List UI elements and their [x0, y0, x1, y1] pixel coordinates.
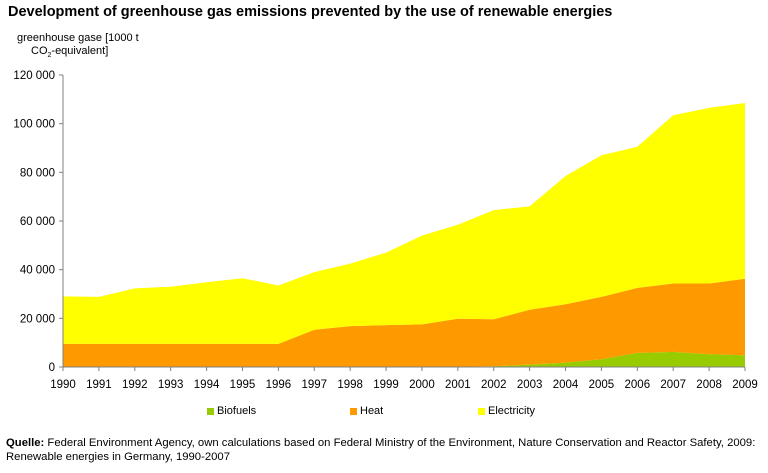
area-heat	[63, 278, 745, 367]
x-tick-label: 2004	[553, 379, 579, 391]
x-tick-label: 1992	[122, 379, 148, 391]
y-axis-label-co: CO	[31, 45, 48, 57]
legend-item-electricity: Electricity	[478, 405, 535, 417]
y-tick-label: 60 000	[20, 216, 55, 228]
x-tick-label: 1999	[373, 379, 399, 391]
x-tick-label: 2007	[660, 379, 686, 391]
area-electricity	[63, 103, 745, 344]
x-tick-label: 1997	[301, 379, 327, 391]
x-tick-label: 1998	[337, 379, 363, 391]
legend-swatch-electricity	[478, 407, 485, 415]
x-tick-label: 1995	[230, 379, 256, 391]
legend-label-biofuels: Biofuels	[217, 405, 257, 417]
x-tick-label: 1990	[50, 379, 76, 391]
stacked-area-chart: 0 20 000 40 000 60 000 80 000 100 000 120 000 1…	[13, 70, 757, 391]
legend-label-electricity: Electricity	[488, 405, 536, 417]
y-axis-label-line1: greenhouse gase [1000 t	[17, 32, 139, 44]
x-tick-label: 2003	[517, 379, 543, 391]
chart-title: Development of greenhouse gas emissions …	[8, 4, 613, 20]
y-tick-label: 120 000	[13, 70, 55, 82]
y-tick-label: 40 000	[20, 265, 55, 277]
x-tick-label: 2008	[696, 379, 722, 391]
x-tick-label: 2000	[409, 379, 435, 391]
source-label: Quelle:	[6, 437, 45, 449]
legend-swatch-biofuels	[207, 407, 214, 415]
y-axis-label-suffix: -equivalent]	[51, 45, 109, 57]
y-axis-label: greenhouse gase [1000 t CO2-equivalent]	[17, 32, 139, 62]
legend-label-heat: Heat	[360, 405, 384, 417]
x-tick-label: 2002	[481, 379, 507, 391]
x-tick-label: 2001	[445, 379, 471, 391]
legend-item-biofuels: Biofuels	[207, 405, 256, 417]
area-biofuels	[63, 351, 745, 367]
area-layer	[63, 103, 745, 367]
axes-layer: 0 20 000 40 000 60 000 80 000 100 000 120 000 1…	[13, 70, 757, 391]
legend-item-heat: Heat	[350, 405, 383, 417]
y-tick-label: 80 000	[20, 167, 55, 179]
y-axis-label-line2: CO2-equivalent]	[17, 45, 139, 62]
x-tick-label: 1991	[86, 379, 112, 391]
x-tick-label: 2009	[732, 379, 758, 391]
x-tick-label: 1994	[194, 379, 220, 391]
y-axis-label-subscript: 2	[47, 52, 52, 60]
y-tick-label: 100 000	[13, 119, 55, 131]
source-note: Quelle: Federal Environment Agency, own …	[6, 436, 756, 464]
x-tick-label: 2005	[589, 379, 615, 391]
x-tick-label: 2006	[625, 379, 651, 391]
legend: Biofuels Heat Electricity	[0, 405, 768, 421]
x-tick-label: 1993	[158, 379, 184, 391]
y-tick-label: 0	[49, 362, 55, 374]
y-tick-label: 20 000	[20, 313, 55, 325]
x-tick-label: 1996	[266, 379, 292, 391]
legend-swatch-heat	[350, 407, 357, 415]
source-text: Federal Environment Agency, own calculat…	[6, 437, 756, 463]
